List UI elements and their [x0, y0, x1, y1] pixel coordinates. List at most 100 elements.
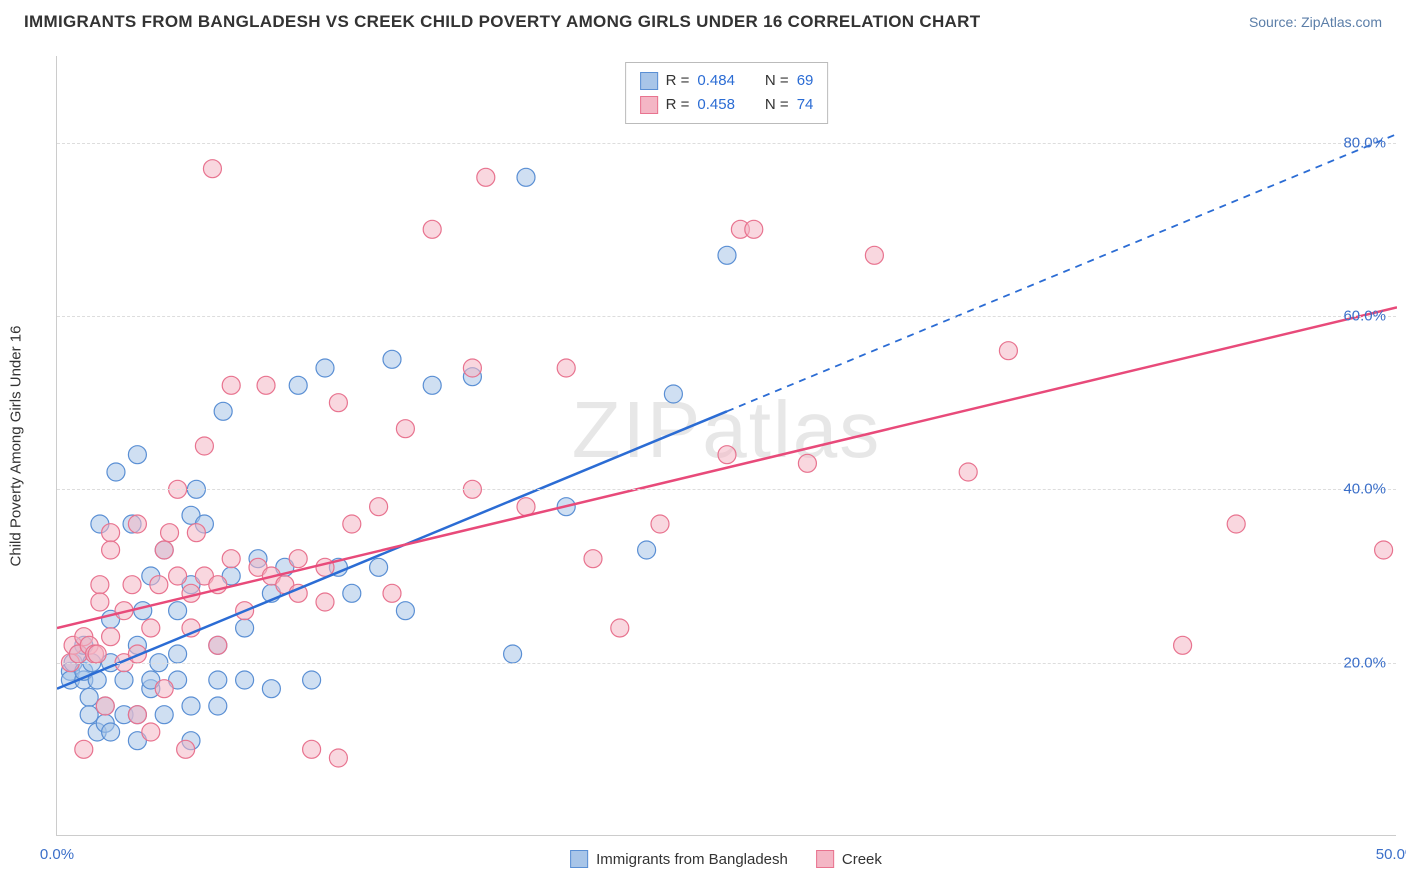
trend-line-dashed	[727, 134, 1397, 411]
scatter-point	[209, 671, 227, 689]
scatter-point	[222, 550, 240, 568]
legend-label: Immigrants from Bangladesh	[596, 851, 788, 868]
scatter-point	[203, 160, 221, 178]
scatter-point	[96, 697, 114, 715]
legend-label: Creek	[842, 851, 882, 868]
scatter-point	[517, 168, 535, 186]
legend-swatch	[570, 850, 588, 868]
scatter-point	[102, 628, 120, 646]
scatter-point	[102, 524, 120, 542]
scatter-point	[123, 576, 141, 594]
scatter-point	[91, 593, 109, 611]
legend-top-row: R =0.458N =74	[640, 93, 814, 117]
n-label: N =	[765, 93, 789, 117]
y-tick-label: 20.0%	[1343, 654, 1386, 671]
r-label: R =	[666, 93, 690, 117]
y-tick-label: 40.0%	[1343, 481, 1386, 498]
scatter-point	[504, 645, 522, 663]
scatter-point	[187, 524, 205, 542]
scatter-point	[102, 723, 120, 741]
scatter-point	[134, 602, 152, 620]
scatter-point	[150, 576, 168, 594]
scatter-point	[161, 524, 179, 542]
scatter-plot-svg	[57, 56, 1397, 836]
gridline	[57, 489, 1396, 490]
legend-swatch	[640, 72, 658, 90]
scatter-point	[155, 541, 173, 559]
scatter-point	[91, 576, 109, 594]
scatter-point	[1174, 636, 1192, 654]
legend-bottom-item: Creek	[816, 850, 882, 868]
scatter-point	[195, 437, 213, 455]
scatter-point	[316, 359, 334, 377]
legend-bottom-item: Immigrants from Bangladesh	[570, 850, 788, 868]
n-value: 69	[797, 69, 814, 93]
x-tick-label: 50.0%	[1376, 846, 1406, 863]
gridline	[57, 663, 1396, 664]
scatter-point	[370, 558, 388, 576]
legend-top: R =0.484N =69R =0.458N =74	[625, 62, 829, 124]
scatter-point	[169, 567, 187, 585]
scatter-point	[303, 671, 321, 689]
scatter-point	[343, 515, 361, 533]
scatter-point	[209, 636, 227, 654]
scatter-point	[463, 359, 481, 377]
scatter-point	[423, 220, 441, 238]
scatter-point	[142, 619, 160, 637]
scatter-point	[115, 671, 133, 689]
scatter-point	[999, 342, 1017, 360]
scatter-point	[128, 515, 146, 533]
scatter-point	[329, 394, 347, 412]
chart-title: IMMIGRANTS FROM BANGLADESH VS CREEK CHIL…	[24, 12, 980, 32]
y-axis-label: Child Poverty Among Girls Under 16	[8, 326, 25, 567]
scatter-point	[329, 749, 347, 767]
scatter-point	[289, 376, 307, 394]
n-label: N =	[765, 69, 789, 93]
r-value: 0.484	[697, 69, 735, 93]
scatter-point	[209, 697, 227, 715]
scatter-point	[638, 541, 656, 559]
chart-source: Source: ZipAtlas.com	[1249, 14, 1382, 30]
r-label: R =	[666, 69, 690, 93]
legend-swatch	[640, 96, 658, 114]
plot-area: ZIPatlas R =0.484N =69R =0.458N =74 20.0…	[56, 56, 1396, 836]
scatter-point	[128, 446, 146, 464]
scatter-point	[236, 619, 254, 637]
legend-top-row: R = 0.484 N = 69	[640, 69, 814, 93]
scatter-point	[343, 584, 361, 602]
scatter-point	[664, 385, 682, 403]
scatter-point	[557, 359, 575, 377]
n-value: 74	[797, 93, 814, 117]
scatter-point	[88, 645, 106, 663]
scatter-point	[107, 463, 125, 481]
scatter-point	[80, 706, 98, 724]
legend-bottom: Immigrants from Bangladesh Creek	[570, 850, 882, 868]
scatter-point	[316, 593, 334, 611]
scatter-point	[80, 688, 98, 706]
scatter-point	[289, 550, 307, 568]
scatter-point	[423, 376, 441, 394]
scatter-point	[718, 446, 736, 464]
scatter-point	[142, 723, 160, 741]
scatter-point	[370, 498, 388, 516]
x-tick-label: 0.0%	[40, 846, 74, 863]
scatter-point	[169, 602, 187, 620]
scatter-point	[257, 376, 275, 394]
scatter-point	[959, 463, 977, 481]
scatter-point	[383, 584, 401, 602]
scatter-point	[236, 671, 254, 689]
y-tick-label: 80.0%	[1343, 134, 1386, 151]
trend-line	[57, 307, 1397, 628]
scatter-point	[1227, 515, 1245, 533]
gridline	[57, 143, 1396, 144]
scatter-point	[128, 706, 146, 724]
scatter-point	[477, 168, 495, 186]
scatter-point	[169, 645, 187, 663]
scatter-point	[177, 740, 195, 758]
scatter-point	[651, 515, 669, 533]
scatter-point	[182, 697, 200, 715]
chart-container: Child Poverty Among Girls Under 16 ZIPat…	[56, 56, 1396, 836]
scatter-point	[1375, 541, 1393, 559]
scatter-point	[798, 454, 816, 472]
scatter-point	[303, 740, 321, 758]
